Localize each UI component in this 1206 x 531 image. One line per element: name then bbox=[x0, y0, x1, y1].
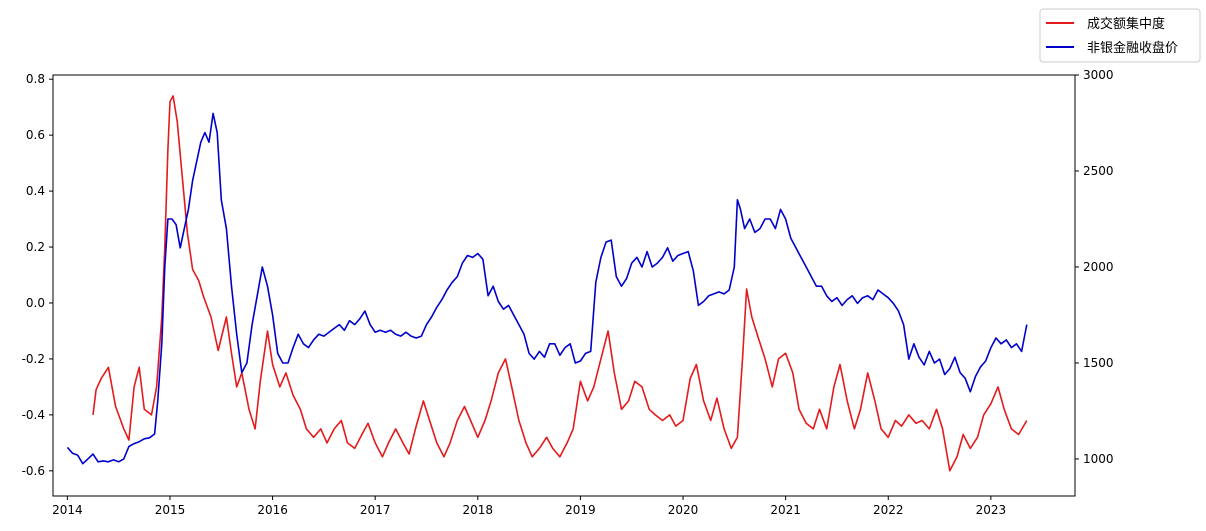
right-tick-label-1: 1500 bbox=[1083, 356, 1114, 370]
x-tick-label-2022: 2022 bbox=[873, 503, 904, 517]
legend-label-concentration: 成交额集中度 bbox=[1087, 16, 1165, 32]
x-tick-label-2023: 2023 bbox=[976, 503, 1007, 517]
left-tick-label-6: 0.6 bbox=[26, 128, 45, 142]
x-tick-label-2014: 2014 bbox=[52, 503, 83, 517]
right-tick-label-3: 2500 bbox=[1083, 164, 1114, 178]
left-tick-label-4: 0.2 bbox=[26, 240, 45, 254]
left-tick-label-7: 0.8 bbox=[26, 72, 45, 86]
right-tick-label-4: 3000 bbox=[1083, 68, 1114, 82]
plot-frame bbox=[52, 74, 1076, 497]
x-tick-label-2020: 2020 bbox=[668, 503, 699, 517]
legend: 成交额集中度 非银金融收盘价 bbox=[1039, 8, 1201, 63]
x-tick-label-2017: 2017 bbox=[360, 503, 391, 517]
legend-label-close-price: 非银金融收盘价 bbox=[1087, 40, 1178, 56]
left-tick-label-5: 0.4 bbox=[26, 184, 45, 198]
legend-frame bbox=[1039, 8, 1201, 63]
left-tick-label-2: -0.2 bbox=[22, 352, 45, 366]
x-tick-label-2019: 2019 bbox=[565, 503, 596, 517]
right-tick-label-2: 2000 bbox=[1083, 260, 1114, 274]
close-price-line bbox=[66, 112, 1028, 465]
right-axis-ticks: 1000 1500 2000 2500 3000 bbox=[1075, 68, 1114, 466]
right-tick-label-0: 1000 bbox=[1083, 452, 1114, 466]
left-tick-label-0: -0.6 bbox=[22, 464, 45, 478]
plot-area bbox=[52, 74, 1076, 497]
x-tick-label-2016: 2016 bbox=[257, 503, 288, 517]
left-tick-label-3: 0.0 bbox=[26, 296, 45, 310]
concentration-line bbox=[92, 95, 1028, 472]
x-tick-label-2021: 2021 bbox=[770, 503, 801, 517]
left-axis-ticks: -0.6 -0.4 -0.2 0.0 0.2 0.4 0.6 0.8 bbox=[22, 72, 53, 478]
left-tick-label-1: -0.4 bbox=[22, 408, 45, 422]
x-tick-label-2015: 2015 bbox=[155, 503, 186, 517]
x-axis-ticks: 2014 2015 2016 2017 2018 2019 2020 2021 2022 2023 bbox=[52, 496, 1006, 517]
x-tick-label-2018: 2018 bbox=[463, 503, 494, 517]
series-layer bbox=[66, 95, 1028, 472]
